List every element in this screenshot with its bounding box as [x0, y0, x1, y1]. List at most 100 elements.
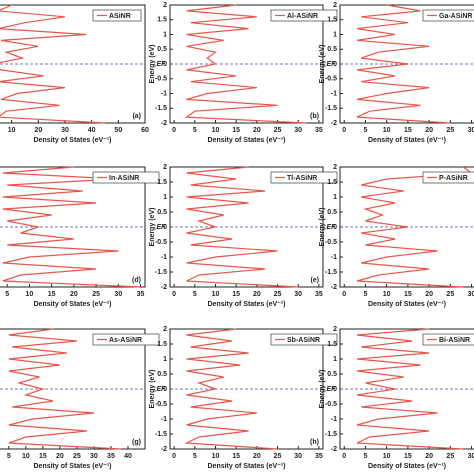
y-tick-label: -2	[161, 284, 167, 291]
y-tick-label: 0.5	[157, 371, 167, 378]
y-tick-label: 0.5	[327, 209, 337, 216]
panel-label: (h)	[310, 439, 319, 446]
y-tick-label: -1.5	[325, 431, 337, 438]
dos-curve	[184, 4, 307, 124]
y-tick-label: 1	[163, 356, 167, 363]
y-tick-label: -0.5	[325, 239, 337, 246]
fermi-label: EF	[157, 386, 167, 393]
dos-curve	[356, 4, 451, 124]
panel-label: (d)	[132, 277, 141, 284]
legend-box	[422, 333, 474, 346]
x-axis-label: Density of States (eV⁻¹)	[208, 137, 286, 144]
y-tick-label: -0.5	[325, 401, 337, 408]
y-tick-label: 1	[163, 31, 167, 38]
y-tick-label: 1.5	[327, 341, 337, 348]
y-tick-label: 0	[333, 386, 337, 393]
y-tick-label: 0	[163, 224, 167, 231]
x-tick-label: 10	[22, 453, 30, 460]
y-tick-label: -0.5	[325, 76, 337, 83]
y-tick-label: 1.5	[157, 179, 167, 186]
legend-box	[270, 9, 338, 22]
y-tick-label: 1	[333, 194, 337, 201]
y-tick-label: -1	[331, 254, 337, 261]
x-tick-label: 60	[141, 127, 149, 134]
x-tick-label: 15	[404, 291, 412, 298]
y-tick-label: -1	[161, 90, 167, 97]
y-tick-label: -2	[331, 120, 337, 127]
x-tick-label: 40	[88, 127, 96, 134]
x-tick-label: 20	[253, 453, 261, 460]
x-tick-label: 25	[446, 127, 454, 134]
x-tick-label: 0	[342, 127, 346, 134]
y-tick-label: 0	[163, 61, 167, 68]
x-tick-label: 20	[425, 127, 433, 134]
x-tick-label: 20	[253, 127, 261, 134]
y-axis-label: Energy (eV)	[149, 370, 156, 409]
y-tick-label: -1	[161, 254, 167, 261]
legend-box	[92, 9, 142, 22]
dos-curve	[184, 328, 278, 450]
panel-label: (a)	[132, 113, 141, 120]
x-tick-label: 5	[364, 453, 368, 460]
x-tick-label: 30	[294, 127, 302, 134]
legend-label: Ga-ASiNR	[439, 13, 472, 20]
y-tick-label: -1.5	[155, 269, 167, 276]
y-tick-label: 0	[333, 61, 337, 68]
legend-label: ASiNR	[109, 13, 131, 20]
x-tick-label: 0	[342, 291, 346, 298]
x-tick-label: 10	[383, 291, 391, 298]
dos-curve	[0, 4, 106, 124]
x-tick-label: 30	[468, 291, 474, 298]
y-tick-label: -1	[331, 416, 337, 423]
x-tick-label: 20	[70, 291, 78, 298]
x-tick-label: 15	[232, 453, 240, 460]
x-tick-label: 30	[114, 291, 122, 298]
x-tick-label: 5	[193, 453, 197, 460]
y-tick-label: 2	[333, 164, 337, 171]
y-tick-label: -2	[161, 120, 167, 127]
y-tick-label: 1	[163, 194, 167, 201]
x-tick-label: 30	[468, 127, 474, 134]
y-axis-label: Energy (eV)	[149, 208, 156, 247]
y-axis-label: Energy (eV)	[149, 45, 156, 84]
x-tick-label: 20	[34, 127, 42, 134]
panel-label: (e)	[310, 277, 319, 284]
legend-box	[422, 171, 474, 184]
fermi-label: EF	[327, 386, 337, 393]
x-tick-label: 15	[39, 453, 47, 460]
legend-label: Tl-ASiNR	[287, 175, 317, 182]
x-tick-label: 10	[212, 453, 220, 460]
x-tick-label: 15	[404, 453, 412, 460]
x-tick-label: 20	[425, 453, 433, 460]
y-tick-label: 0.5	[327, 371, 337, 378]
dos-curve	[356, 328, 464, 450]
y-tick-label: -1.5	[325, 105, 337, 112]
x-tick-label: 15	[404, 127, 412, 134]
y-tick-label: -0.5	[155, 401, 167, 408]
x-axis-label: Density of States (eV⁻¹)	[368, 301, 446, 308]
y-tick-label: -1	[161, 416, 167, 423]
x-tick-label: 5	[364, 291, 368, 298]
x-tick-label: 10	[26, 291, 34, 298]
dos-curve	[356, 166, 474, 288]
x-tick-label: 25	[274, 291, 282, 298]
legend-label: Bi-ASiNR	[439, 337, 470, 344]
x-tick-label: 30	[61, 127, 69, 134]
x-tick-label: 30	[90, 453, 98, 460]
x-tick-label: 25	[274, 127, 282, 134]
legend-box	[422, 9, 474, 22]
y-tick-label: -0.5	[155, 76, 167, 83]
y-tick-label: -2	[331, 446, 337, 453]
fermi-label: EF	[157, 61, 167, 68]
x-axis-label: Density of States (eV⁻¹)	[34, 463, 112, 470]
x-tick-label: 20	[56, 453, 64, 460]
x-tick-label: 30	[294, 291, 302, 298]
legend-box	[92, 333, 160, 346]
x-axis-label: Density of States (eV⁻¹)	[208, 463, 286, 470]
y-tick-label: 1.5	[157, 17, 167, 24]
legend-label: In-ASiNR	[109, 175, 139, 182]
legend-box	[270, 171, 338, 184]
x-tick-label: 10	[212, 127, 220, 134]
x-axis-label: Density of States (eV⁻¹)	[208, 301, 286, 308]
x-tick-label: 35	[315, 127, 323, 134]
